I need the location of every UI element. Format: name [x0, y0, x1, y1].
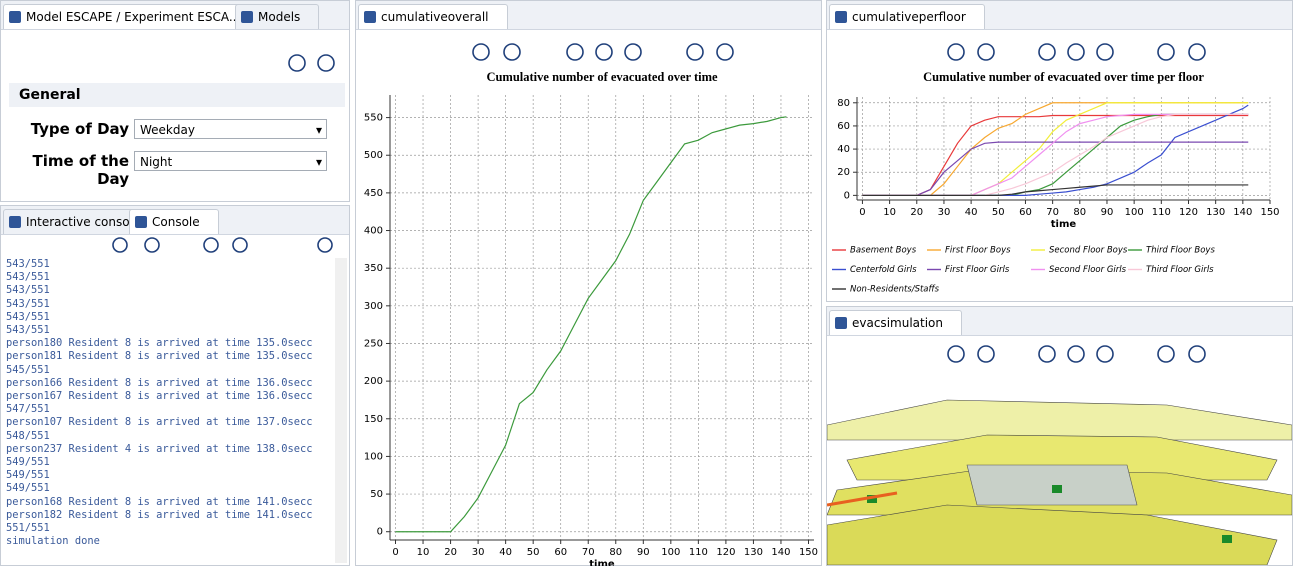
x-tick-label: 140 — [771, 547, 790, 558]
legend-label: Third Floor Boys — [1146, 246, 1215, 256]
x-tick-label: 50 — [992, 207, 1005, 218]
legend-label: Non-Residents/Staffs — [850, 285, 940, 295]
x-tick-label: 60 — [1019, 207, 1032, 218]
data-line — [396, 117, 787, 532]
x-tick-label: 20 — [444, 547, 457, 558]
x-axis-label: time — [589, 559, 615, 566]
data-line — [862, 114, 1248, 195]
data-line — [862, 114, 1248, 195]
x-tick-label: 50 — [527, 547, 540, 558]
x-tick-label: 10 — [417, 547, 430, 558]
x-tick-label: 110 — [1152, 207, 1171, 218]
chart-title: Cumulative number of evacuated over time — [486, 70, 718, 84]
data-line — [862, 116, 1248, 196]
y-tick-label: 50 — [370, 489, 383, 500]
data-line — [862, 142, 1248, 195]
x-tick-label: 40 — [965, 207, 978, 218]
x-tick-label: 0 — [859, 207, 865, 218]
x-tick-label: 110 — [689, 547, 708, 558]
toolbar-icons[interactable] — [113, 44, 1205, 362]
x-tick-label: 100 — [1125, 207, 1144, 218]
x-tick-label: 60 — [554, 547, 567, 558]
y-tick-label: 250 — [364, 338, 383, 349]
x-tick-label: 140 — [1233, 207, 1252, 218]
x-axis-label: time — [1051, 219, 1077, 230]
y-tick-label: 450 — [364, 188, 383, 199]
y-tick-label: 350 — [364, 263, 383, 274]
legend-label: First Floor Girls — [945, 265, 1010, 275]
x-tick-label: 130 — [744, 547, 763, 558]
legend-label: First Floor Boys — [945, 246, 1011, 256]
charts-layer: Cumulative number of evacuated over time… — [0, 0, 1293, 566]
y-tick-label: 400 — [364, 226, 383, 237]
x-tick-label: 70 — [1046, 207, 1059, 218]
y-tick-label: 500 — [364, 150, 383, 161]
x-tick-label: 20 — [910, 207, 923, 218]
y-tick-label: 100 — [364, 451, 383, 462]
x-tick-label: 80 — [609, 547, 622, 558]
x-tick-label: 10 — [883, 207, 896, 218]
y-tick-label: 0 — [844, 190, 850, 201]
legend-label: Third Floor Girls — [1146, 265, 1214, 275]
x-tick-label: 130 — [1206, 207, 1225, 218]
x-tick-label: 30 — [938, 207, 951, 218]
data-line — [862, 114, 1248, 195]
x-tick-label: 0 — [392, 547, 398, 558]
y-tick-label: 60 — [837, 121, 850, 132]
x-tick-label: 150 — [799, 547, 818, 558]
legend-label: Basement Boys — [850, 246, 917, 256]
legend-label: Second Floor Girls — [1049, 265, 1127, 275]
screen: Model ESCAPE / Experiment ESCA... Models… — [0, 0, 1293, 566]
x-tick-label: 40 — [499, 547, 512, 558]
x-tick-label: 120 — [716, 547, 735, 558]
x-tick-label: 120 — [1179, 207, 1198, 218]
legend-label: Second Floor Boys — [1049, 246, 1128, 256]
x-tick-label: 150 — [1260, 207, 1279, 218]
x-tick-label: 70 — [582, 547, 595, 558]
y-tick-label: 150 — [364, 414, 383, 425]
x-tick-label: 90 — [1101, 207, 1114, 218]
y-tick-label: 40 — [837, 144, 850, 155]
y-tick-label: 550 — [364, 113, 383, 124]
y-tick-label: 20 — [837, 167, 850, 178]
x-tick-label: 90 — [637, 547, 650, 558]
x-tick-label: 100 — [661, 547, 680, 558]
y-tick-label: 80 — [837, 98, 850, 109]
y-tick-label: 300 — [364, 301, 383, 312]
legend-label: Centerfold Girls — [850, 265, 917, 275]
y-tick-label: 0 — [377, 527, 383, 538]
chart-title: Cumulative number of evacuated over time… — [923, 70, 1204, 84]
x-tick-label: 80 — [1073, 207, 1086, 218]
x-tick-label: 30 — [472, 547, 485, 558]
y-tick-label: 200 — [364, 376, 383, 387]
